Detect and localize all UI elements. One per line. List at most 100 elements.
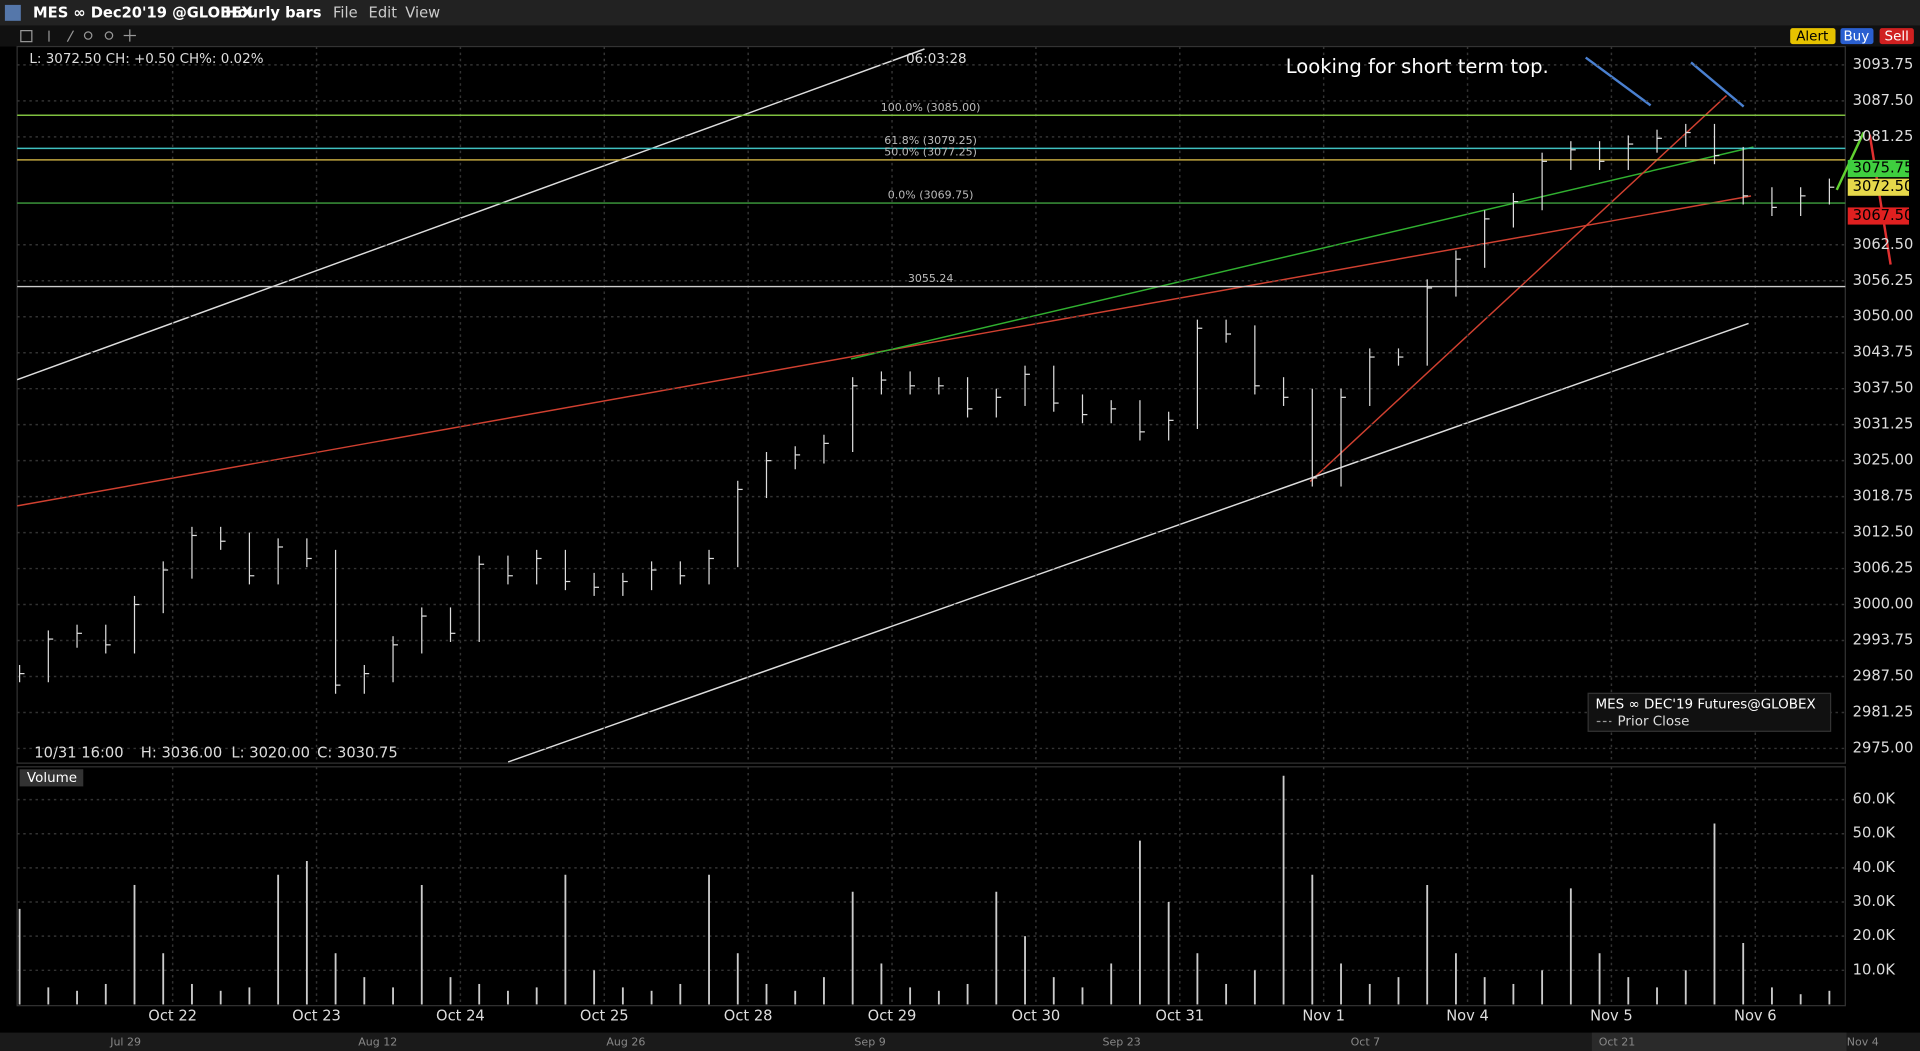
level-label: 100.0% (3085.00) — [881, 101, 981, 114]
channel-line — [507, 322, 1749, 763]
y-tick-label: 60.0K — [1853, 791, 1896, 808]
price-bar — [1110, 400, 1117, 424]
bar-size[interactable]: Hourly bars — [225, 4, 321, 21]
y-tick-label: 3062.50 — [1853, 236, 1914, 253]
price-bar — [392, 636, 398, 683]
price-label: 3075.75 — [1853, 160, 1914, 177]
menu-item[interactable]: File — [333, 4, 358, 21]
price-label: 3067.50 — [1853, 207, 1914, 224]
price-bar — [1713, 123, 1720, 165]
menu-item[interactable]: Edit — [369, 4, 398, 21]
x-tick-label: Oct 29 — [868, 1008, 917, 1025]
menu-item[interactable]: View — [405, 4, 440, 21]
navigator — [0, 1032, 1920, 1051]
price-bar — [1742, 146, 1749, 205]
price-bar — [1455, 250, 1461, 297]
navigator-window[interactable] — [1591, 1032, 1847, 1051]
price-bar — [564, 549, 571, 591]
price-bar — [105, 624, 111, 654]
legend-item: Prior Close — [1618, 713, 1690, 729]
price-bar — [1024, 365, 1030, 406]
price-bar — [507, 555, 513, 585]
navigator-label: Sep 23 — [1103, 1035, 1141, 1048]
price-bar — [478, 555, 485, 642]
y-tick-label: 3012.50 — [1853, 524, 1914, 541]
info-line: L: 3072.50 CH: +0.50 CH%: 0.02% — [29, 51, 263, 67]
price-bar — [1685, 123, 1691, 147]
price-bar — [248, 532, 255, 585]
x-tick-label: Nov 4 — [1446, 1008, 1489, 1025]
alert-button[interactable] — [1790, 28, 1836, 45]
price-bar — [794, 446, 801, 470]
buy-label[interactable]: Buy — [1843, 29, 1869, 45]
x-tick-label: Oct 31 — [1155, 1008, 1204, 1025]
toolbar — [0, 25, 1920, 47]
x-tick-label: Oct 23 — [292, 1008, 341, 1025]
x-tick-label: Nov 5 — [1590, 1008, 1633, 1025]
price-bar — [1397, 348, 1404, 366]
price-bar — [76, 624, 82, 648]
y-tick-label: 50.0K — [1853, 825, 1896, 842]
y-tick-label: 3093.75 — [1853, 56, 1914, 73]
price-bar — [852, 377, 858, 453]
annotation: Looking for short term top. — [1286, 55, 1549, 78]
y-tick-label: 2981.25 — [1853, 703, 1914, 720]
x-tick-label: Oct 22 — [148, 1008, 197, 1025]
y-tick-label: 3037.50 — [1853, 380, 1914, 397]
app-icon — [4, 4, 21, 21]
price-bar — [536, 549, 542, 585]
price-bar — [995, 388, 1002, 418]
volume-tag — [19, 769, 84, 787]
price-bar — [679, 561, 686, 585]
level-label: 61.8% (3079.25) — [884, 134, 977, 147]
price-bar — [1570, 141, 1576, 170]
alert-label[interactable]: Alert — [1796, 29, 1828, 45]
price-bar — [1512, 192, 1519, 228]
y-tick-label: 20.0K — [1853, 927, 1896, 944]
y-tick-label: 3087.50 — [1853, 92, 1914, 109]
navigator-label: Oct 7 — [1351, 1035, 1381, 1048]
price-bar — [162, 561, 169, 614]
y-tick-label: 3031.25 — [1853, 416, 1914, 433]
x-tick-label: Oct 30 — [1012, 1008, 1061, 1025]
toolbar-icons — [20, 29, 136, 43]
price-bar — [938, 377, 944, 395]
price-bar — [1311, 388, 1318, 487]
price-bar — [421, 607, 427, 654]
x-tick-label: Nov 1 — [1302, 1008, 1345, 1025]
price-bar — [1426, 279, 1433, 366]
arrow — [1690, 61, 1745, 108]
trend-line — [16, 48, 925, 381]
price-bar — [1282, 377, 1289, 406]
price-bar — [363, 664, 370, 694]
y-tick-label: 3081.25 — [1853, 128, 1914, 145]
arrow — [1868, 134, 1892, 265]
price-bar — [650, 561, 657, 591]
timer: 06:03:28 — [906, 51, 966, 67]
sell-label[interactable]: Sell — [1885, 29, 1909, 45]
buy-button[interactable] — [1840, 28, 1874, 45]
sell-button[interactable] — [1879, 28, 1914, 45]
y-tick-label: 2987.50 — [1853, 667, 1914, 684]
navigator-label: Aug 26 — [606, 1035, 645, 1048]
price-bar — [1139, 400, 1145, 441]
price-bar — [1369, 348, 1375, 406]
price-bar — [1081, 394, 1088, 424]
menu-bar — [0, 0, 1920, 26]
price-bar — [47, 630, 54, 683]
legend-title: MES ∞ DEC'19 Futures@GLOBEX — [1596, 696, 1816, 712]
price-bar — [622, 572, 628, 596]
drawings — [16, 46, 1892, 1005]
price-bar — [823, 434, 829, 464]
y-tick-label: 3050.00 — [1853, 308, 1914, 325]
price-bar — [765, 452, 772, 499]
level-label: 0.0% (3069.75) — [888, 189, 974, 202]
level-label: 3055.24 — [908, 272, 954, 285]
price-bar — [1196, 319, 1203, 429]
trend-line — [850, 146, 1754, 360]
arrow — [1584, 56, 1652, 107]
price-bar — [966, 377, 973, 418]
y-tick-label: 2975.00 — [1853, 739, 1914, 756]
